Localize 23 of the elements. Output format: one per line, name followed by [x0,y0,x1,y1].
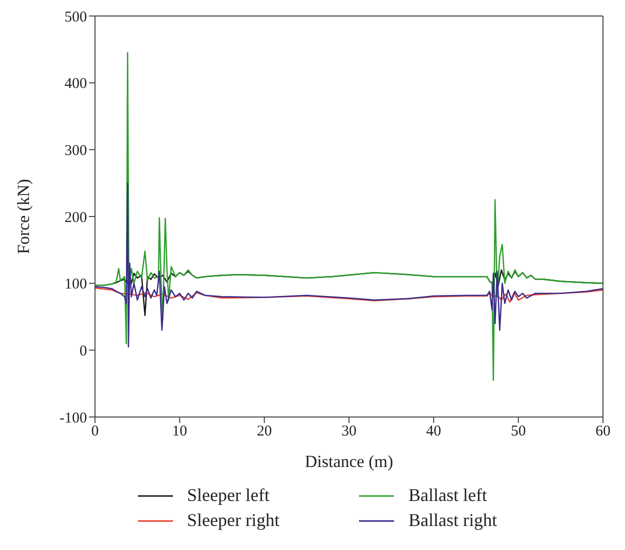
x-tick-label: 10 [172,424,188,440]
x-tick-label: 20 [256,424,272,440]
legend-label: Ballast right [408,510,497,531]
y-axis-title: Force (kN) [14,178,34,254]
x-tick-label: 50 [510,424,526,440]
y-tick-label: 300 [64,142,87,159]
line-series [95,52,603,381]
legend-label: Sleeper right [187,510,280,531]
y-tick-label: 500 [64,9,87,26]
x-tick-label: 60 [596,424,610,440]
y-tick-label: -100 [60,410,87,426]
legend-label: Sleeper left [187,485,270,506]
x-tick-label: 40 [426,424,442,440]
legend-label: Ballast left [408,485,487,506]
y-tick-label: 100 [64,276,87,293]
y-tick-label: 400 [64,76,87,92]
x-tick-label: 30 [342,424,356,440]
line-series [95,182,603,348]
y-tick-label: 200 [64,210,87,226]
y-tick-label: 0 [80,343,87,360]
x-axis-title: Distance (m) [304,452,394,471]
x-tick-label: 0 [91,424,99,440]
line-series [95,287,603,303]
